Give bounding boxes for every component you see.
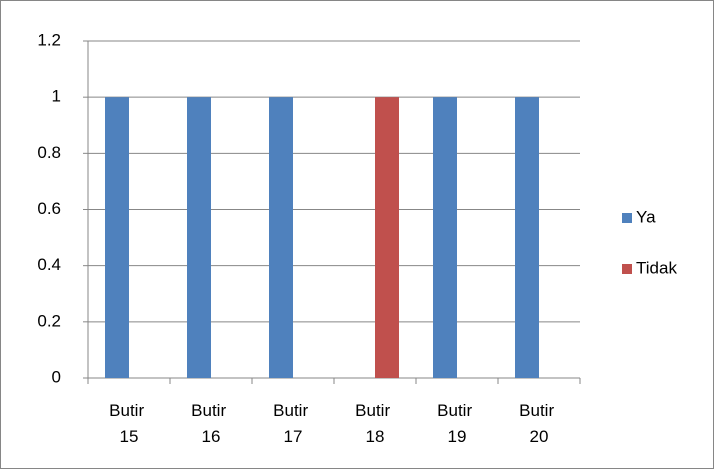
x-tick-label: Butir 16 <box>191 401 231 446</box>
y-tick-label: 0.4 <box>37 255 61 274</box>
y-tick-label: 0 <box>52 367 61 386</box>
x-tick-label: Butir 20 <box>519 401 559 446</box>
bar <box>187 97 211 379</box>
bar <box>105 97 129 379</box>
y-tick-label: 1 <box>52 87 61 106</box>
y-tick-label: 0.2 <box>37 311 61 330</box>
x-tick-label: Butir 18 <box>355 401 395 446</box>
bar <box>515 97 539 379</box>
bar <box>433 97 457 379</box>
bar <box>269 97 293 379</box>
y-tick-label: 0.6 <box>37 199 61 218</box>
legend-label: Tidak <box>636 258 677 277</box>
y-tick-label: 1.2 <box>37 30 61 49</box>
x-tick-label: Butir 17 <box>273 401 313 446</box>
x-tick-label: Butir 15 <box>109 401 149 446</box>
legend-swatch <box>622 264 632 274</box>
bar <box>375 97 399 379</box>
y-tick-label: 0.8 <box>37 143 61 162</box>
legend-label: Ya <box>636 207 656 226</box>
legend-swatch <box>622 213 632 223</box>
x-tick-label: Butir 19 <box>437 401 477 446</box>
